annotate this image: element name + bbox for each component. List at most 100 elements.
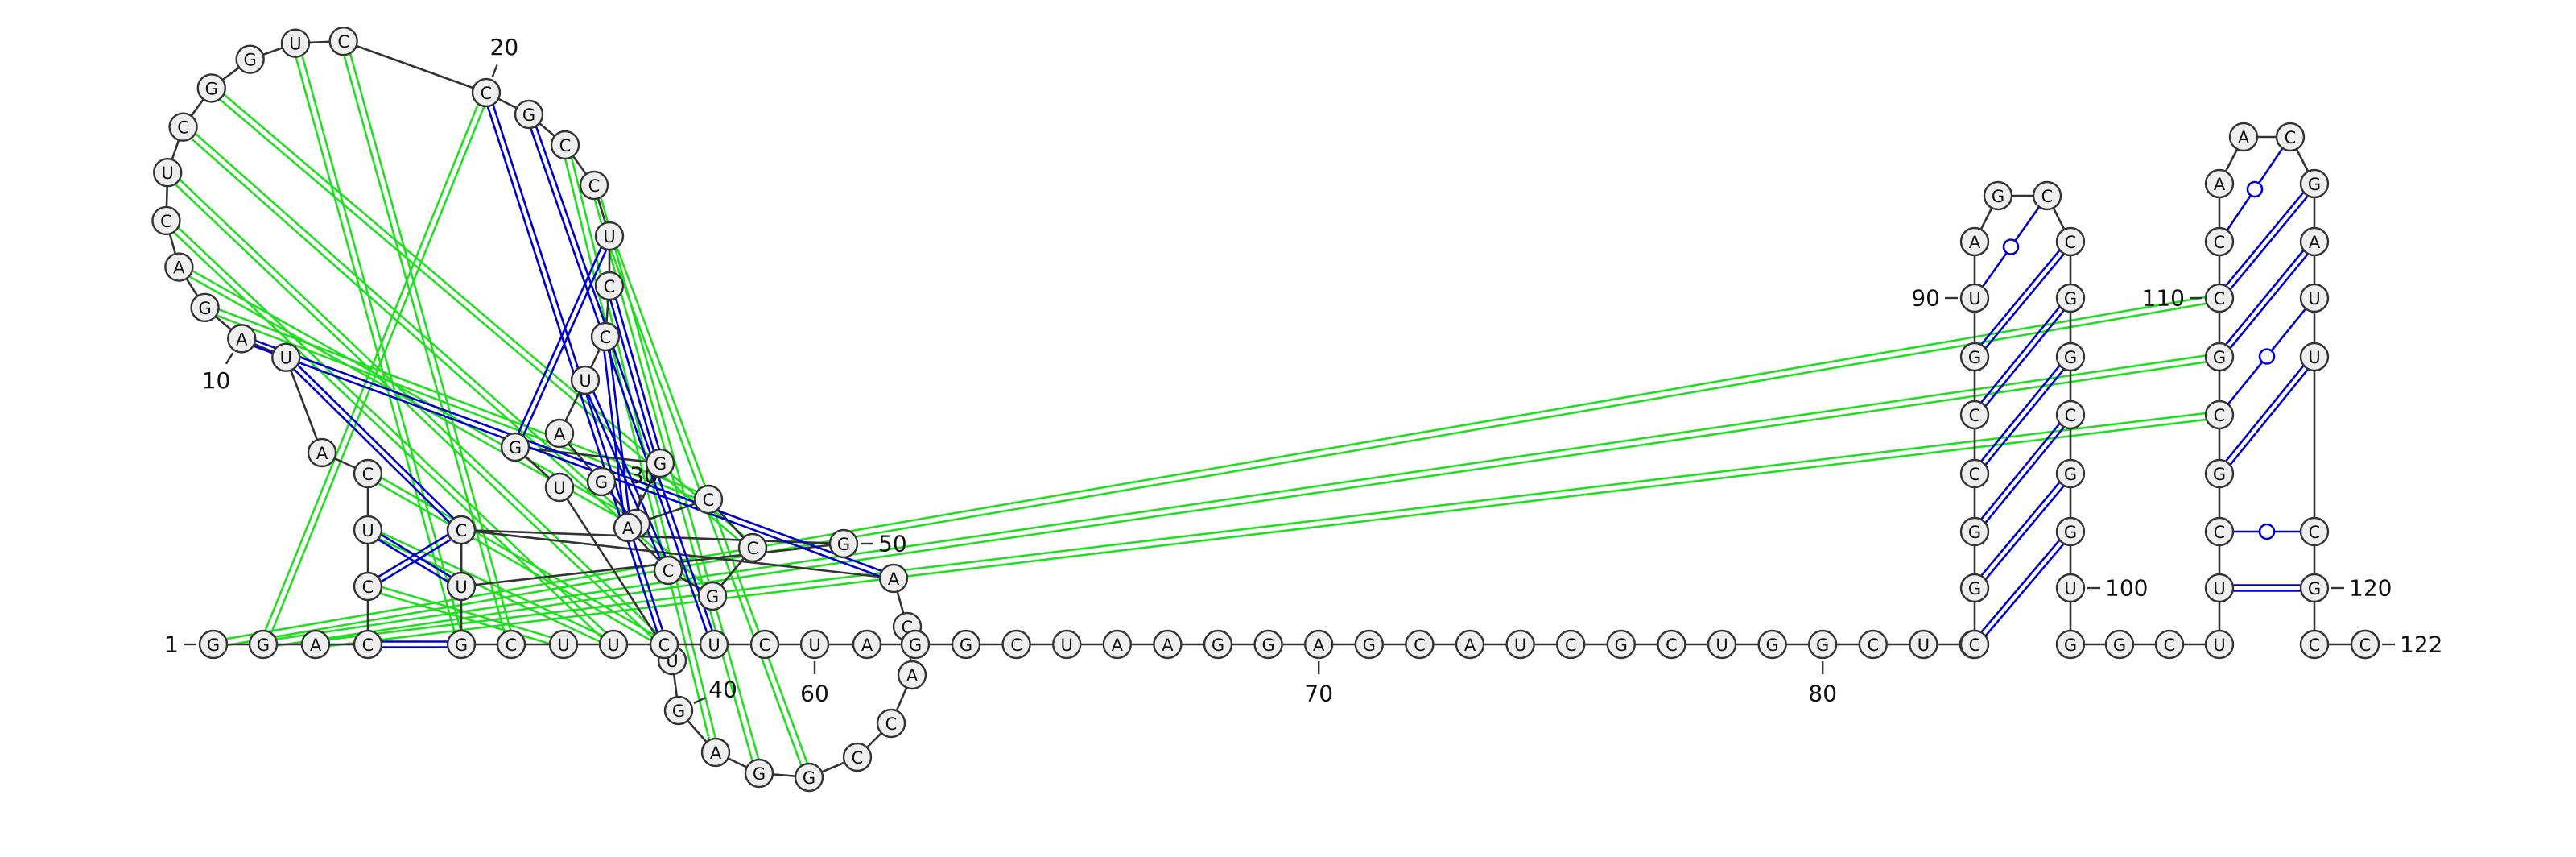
nucleotide-circle [799,629,830,660]
nucleotide-letter: A [316,444,328,463]
nucleotide: A [613,512,643,543]
nucleotide: G [198,629,229,660]
nucleotide: U [548,629,579,660]
nucleotide-letter: G [1261,636,1274,655]
nucleotide: U [2299,283,2330,313]
nucleotide-circle [852,629,882,660]
nucleotide-circle [2299,573,2330,603]
backbone-segment [460,542,844,588]
base-pair [1980,365,2065,466]
pseudoknot-line [208,89,752,552]
nucleotide-circle [1051,629,1082,660]
nucleotide: C [151,205,181,236]
nucleotide-letter: A [861,636,873,655]
nucleotide-circle [2055,573,2086,603]
nucleotide: G [828,528,859,559]
nucleotide-letter: A [236,329,248,349]
nucleotide-circle [1959,516,1990,547]
pair-line [293,368,451,524]
nucleotide-circle [353,515,383,545]
position-label: 10 [202,352,234,394]
nucleotide: U [1959,283,1990,313]
nucleotide-letter: C [600,328,612,347]
nucleotide-letter: G [1968,348,1981,367]
wobble-marker [2258,523,2276,540]
nucleotide-letter: G [960,636,972,655]
nucleotide-circle [2055,283,2086,313]
nucleotide-circle [328,26,358,56]
nucleotide-letter: G [1968,579,1981,598]
nucleotide-letter: G [654,454,667,474]
nucleotide-circle [1505,629,1535,660]
nucleotide-letter: A [2214,175,2226,194]
nucleotide: A [1153,629,1183,660]
pair-line [1984,253,2065,350]
pair-line [2225,365,2305,462]
nucleotide: G [500,432,530,462]
position-label: 70 [1304,661,1333,707]
pseudoknot-links [163,39,2220,779]
nucleotide-circle [1354,629,1385,660]
nucleotide: C [2350,629,2380,660]
nucleotide: C [353,458,383,489]
nucleotide: C [1555,629,1586,660]
backbone-segment [514,445,661,465]
pseudoknot-line [213,293,2219,643]
nucleotide-letter: G [2213,465,2226,484]
nucleotide: C [579,170,609,201]
nucleotide-circle [164,252,194,282]
pseudoknot-line [297,42,466,644]
pseudoknot-link [366,582,565,649]
wobble-marker [2258,348,2276,365]
nucleotide-circle [951,629,981,660]
nucleotide: G [2055,458,2086,489]
nucleotide: A [1959,226,1990,257]
nucleotide-circle [900,629,931,660]
backbone-segment [460,528,844,545]
nucleotide-circle [496,629,526,660]
pseudoknot-link [291,42,466,646]
nucleotide-letter: C [1969,406,1981,425]
nucleotide: G [190,292,220,323]
nucleotide: A [300,629,331,660]
nucleotide-circle [153,158,183,188]
position-label: 122 [2382,631,2442,658]
position-label: 50 [861,531,907,557]
nucleotide-circle [2299,168,2330,199]
nucleotide: U [271,342,301,372]
pseudoknot-line [167,217,617,644]
nucleotide-circle [594,221,625,251]
nucleotide: U [1505,629,1535,660]
nucleotide: U [2299,342,2330,372]
nucleotide-circle [1253,629,1283,660]
nucleotide-circle [1303,629,1334,660]
nucleotide-circle [794,762,824,793]
nucleotide-circle [151,205,181,236]
nucleotide-letter: C [886,714,898,734]
nucleotide-circle [353,458,383,489]
nucleotide-letter: G [257,636,270,655]
pair-line [609,350,630,514]
nucleotide-circle [744,758,774,789]
nucleotide: C [1001,629,1031,660]
nucleotide: U [699,629,729,660]
nucleotide-circle [2204,573,2235,603]
nucleotide: U [353,515,383,545]
base-pair [378,533,452,583]
nucleotide-circle [1203,629,1233,660]
nucleotide: C [2275,122,2306,152]
nucleotide-circle [300,629,331,660]
nucleotide-letter: G [2064,465,2077,484]
nucleotide-circle [2299,342,2330,372]
nucleotide-circle [1555,629,1586,660]
nucleotide-letter: A [1162,636,1174,655]
pair-line [1984,485,2065,581]
nucleotide-letter: G [2308,579,2321,598]
position-number: 100 [2105,575,2148,602]
nucleotide-circle [2055,458,2086,489]
position-label: 40 [693,676,737,705]
nucleotide-letter: C [2285,128,2297,147]
nucleotide: G [951,629,981,660]
